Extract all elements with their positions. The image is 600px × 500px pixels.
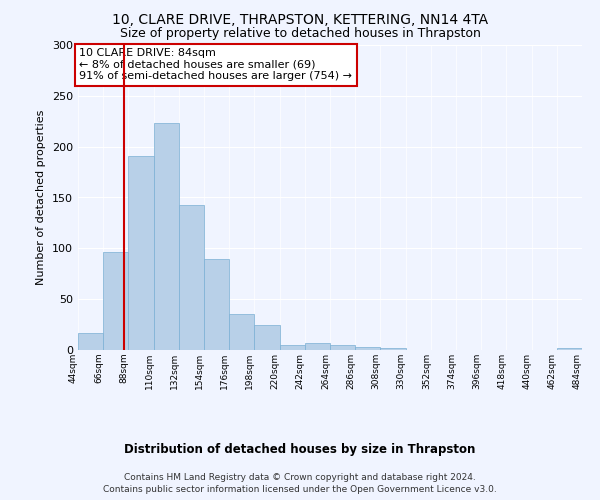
Text: Distribution of detached houses by size in Thrapston: Distribution of detached houses by size … — [124, 442, 476, 456]
Text: Size of property relative to detached houses in Thrapston: Size of property relative to detached ho… — [119, 28, 481, 40]
Bar — [103, 252, 128, 350]
Bar — [128, 156, 154, 350]
Text: Contains public sector information licensed under the Open Government Licence v3: Contains public sector information licen… — [103, 485, 497, 494]
Text: 10 CLARE DRIVE: 84sqm
← 8% of detached houses are smaller (69)
91% of semi-detac: 10 CLARE DRIVE: 84sqm ← 8% of detached h… — [79, 48, 352, 81]
Bar — [557, 348, 582, 350]
Bar — [330, 345, 355, 350]
Bar — [254, 324, 280, 350]
Bar — [154, 124, 179, 350]
Bar — [229, 314, 254, 350]
Y-axis label: Number of detached properties: Number of detached properties — [37, 110, 46, 285]
Bar — [78, 332, 103, 350]
Bar — [179, 204, 204, 350]
Bar — [305, 343, 330, 350]
Bar — [204, 258, 229, 350]
Text: Contains HM Land Registry data © Crown copyright and database right 2024.: Contains HM Land Registry data © Crown c… — [124, 472, 476, 482]
Bar — [355, 347, 380, 350]
Text: 10, CLARE DRIVE, THRAPSTON, KETTERING, NN14 4TA: 10, CLARE DRIVE, THRAPSTON, KETTERING, N… — [112, 12, 488, 26]
Bar — [280, 345, 305, 350]
Bar — [380, 348, 406, 350]
